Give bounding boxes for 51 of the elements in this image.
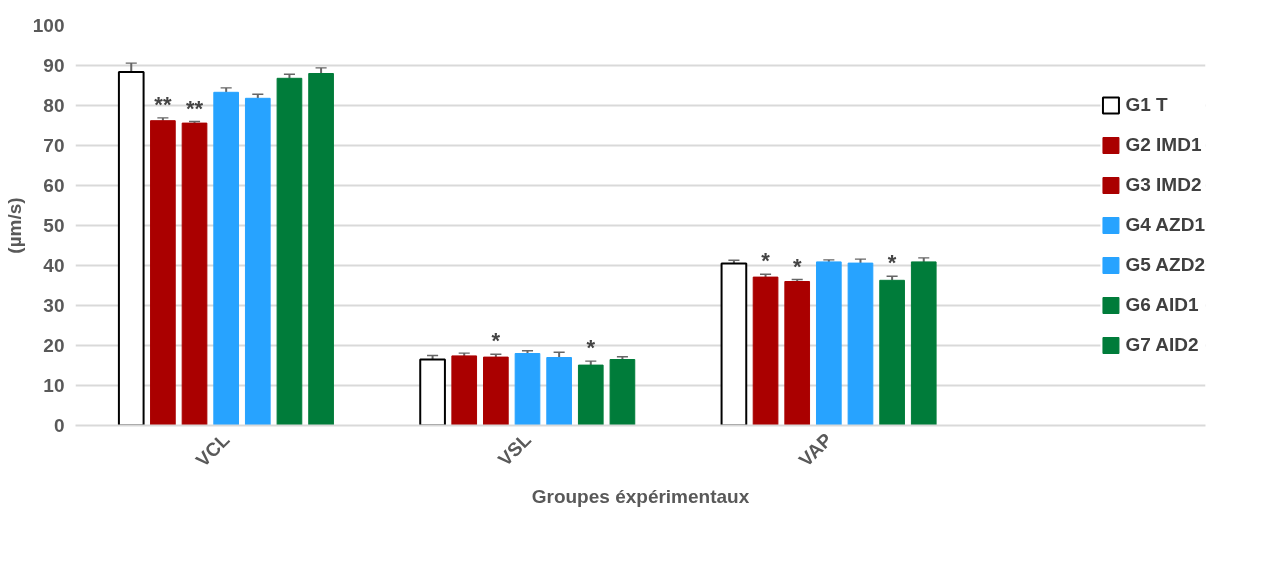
x-axis-title: Groupes éxpérimentaux <box>531 486 750 508</box>
data-label: ** <box>154 91 172 117</box>
y-tick-label: 50 <box>43 215 65 236</box>
bar <box>181 122 208 426</box>
y-tick-label: 10 <box>43 375 65 396</box>
data-label: * <box>887 250 897 276</box>
bar <box>815 261 842 426</box>
data-label: * <box>792 253 802 279</box>
legend-label: G7 AID2 <box>1125 334 1199 356</box>
bar <box>609 359 636 426</box>
bar <box>514 353 541 426</box>
bar <box>419 358 446 426</box>
bar <box>483 356 509 426</box>
legend-label: G6 AID1 <box>1125 294 1199 316</box>
bar <box>117 70 145 426</box>
bar <box>784 281 811 426</box>
legend-label: G1 T <box>1125 94 1168 116</box>
x-tick-label: VCL <box>191 428 234 471</box>
y-tick-label: 90 <box>43 55 65 76</box>
data-label: ** <box>185 95 204 121</box>
y-tick-label: 40 <box>43 255 65 276</box>
bar <box>879 279 905 426</box>
bar <box>213 91 240 426</box>
x-tick-label: VAP <box>794 428 837 471</box>
legend-label: G5 AZD2 <box>1125 254 1205 276</box>
y-tick-label: 0 <box>53 415 65 436</box>
y-tick-label: 80 <box>43 95 65 116</box>
data-label: * <box>491 328 501 354</box>
bar <box>546 357 572 426</box>
bar <box>308 73 334 426</box>
bar <box>276 77 303 426</box>
y-tick-label: 60 <box>43 175 65 196</box>
bar <box>451 355 478 426</box>
bar <box>847 262 874 426</box>
y-tick-label: 100 <box>32 15 65 36</box>
legend-label: G2 IMD1 <box>1125 134 1202 156</box>
x-tick-label: VSL <box>493 428 536 471</box>
y-tick-label: 70 <box>43 135 65 156</box>
bar <box>244 97 271 426</box>
y-axis-title: (µm/s) <box>3 197 25 254</box>
legend-label: G3 IMD2 <box>1125 174 1202 196</box>
bar <box>720 262 748 426</box>
bar <box>150 120 176 426</box>
y-tick-label: 30 <box>43 295 65 316</box>
data-label: * <box>586 335 596 361</box>
y-tick-label: 20 <box>43 335 65 356</box>
bar <box>752 276 779 426</box>
legend-label: G4 AZD1 <box>1125 214 1205 236</box>
bar <box>910 261 937 426</box>
bar <box>577 364 604 426</box>
data-label: * <box>761 248 771 274</box>
